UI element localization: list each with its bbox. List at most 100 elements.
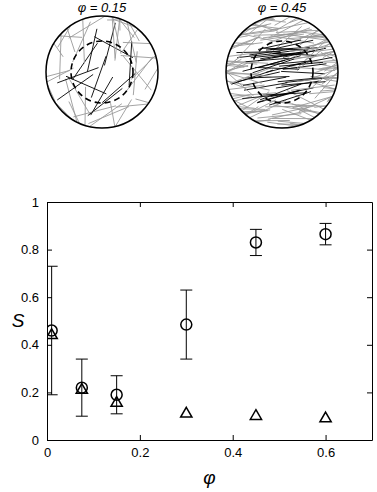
rod — [91, 56, 106, 97]
rod — [123, 42, 167, 44]
inner-region — [71, 41, 133, 103]
error-bar — [320, 223, 332, 244]
tick-mark — [367, 250, 372, 251]
rod — [241, 130, 285, 133]
rod — [221, 107, 258, 130]
tick-mark — [326, 202, 327, 207]
rod — [272, 118, 316, 119]
tick: 0.4 — [224, 435, 242, 460]
rod — [302, 38, 345, 48]
rod — [246, 127, 287, 143]
rod — [243, 60, 286, 71]
axis-line — [48, 202, 373, 203]
tick — [140, 202, 141, 207]
tick-label: 1 — [32, 195, 39, 210]
rod — [69, 15, 107, 38]
rod — [310, 82, 352, 94]
rod — [313, 59, 347, 87]
rod-panel — [27, 0, 177, 146]
tick-mark — [47, 250, 52, 251]
series — [47, 329, 331, 422]
rod — [228, 72, 272, 77]
rod — [321, 52, 359, 74]
rod — [219, 37, 260, 52]
rod — [112, 15, 115, 59]
x-axis: 00.20.40.6 — [44, 435, 373, 460]
rod — [323, 88, 367, 92]
rod — [204, 36, 247, 43]
rod — [58, 10, 81, 48]
plot-marks — [47, 223, 332, 421]
rod — [69, 102, 88, 142]
rod — [251, 53, 295, 58]
error-bar — [250, 229, 262, 255]
tick — [326, 202, 327, 207]
rod — [229, 19, 273, 20]
rod — [255, 67, 299, 69]
rod — [322, 58, 358, 84]
error-bar — [76, 359, 88, 416]
tick-mark — [367, 345, 372, 346]
rod — [236, 23, 280, 28]
tick-label: 0.4 — [224, 445, 242, 460]
tick-label: 0.6 — [21, 290, 39, 305]
point — [181, 319, 192, 330]
rod — [87, 29, 97, 72]
point — [111, 397, 122, 407]
rod — [133, 51, 137, 95]
y-axis-right — [367, 203, 373, 441]
tick — [367, 202, 372, 203]
point — [76, 382, 87, 393]
tick-mark — [367, 440, 372, 441]
rods — [27, 0, 177, 146]
tick-label: 0.6 — [317, 445, 335, 460]
tick-label: 0.8 — [21, 242, 39, 257]
tick: 1 — [32, 195, 52, 210]
rod — [113, 19, 154, 34]
rod — [215, 28, 251, 53]
error-bar — [111, 376, 123, 414]
rod — [201, 63, 245, 68]
rod — [86, 104, 122, 129]
point — [320, 229, 331, 240]
y-axis: 00.20.40.60.81 — [21, 195, 52, 448]
rod — [306, 38, 348, 51]
error-bar — [47, 266, 58, 395]
rod — [123, 56, 151, 90]
tick-mark — [233, 435, 234, 440]
rod — [235, 29, 265, 61]
tick-label: 0.2 — [21, 385, 39, 400]
tick: 0 — [32, 433, 52, 448]
rod — [324, 47, 361, 71]
rod — [73, 43, 98, 79]
rod — [213, 61, 257, 65]
tick-mark — [233, 202, 234, 207]
rod — [27, 70, 70, 81]
tick-mark — [367, 297, 372, 298]
tick: 0.6 — [21, 290, 52, 305]
rod — [210, 42, 254, 44]
tick-mark — [367, 392, 372, 393]
tick-mark — [326, 435, 327, 440]
axis-line — [48, 440, 373, 441]
point — [320, 412, 331, 422]
rod — [236, 127, 279, 134]
tick: 0.2 — [21, 385, 52, 400]
rod — [270, 123, 310, 141]
rod — [323, 57, 367, 61]
x-axis-top — [48, 202, 373, 207]
panel-label: φ = 0.15 — [78, 0, 127, 15]
point — [250, 410, 261, 420]
rod — [223, 14, 266, 25]
rod — [111, 103, 119, 146]
rod — [292, 107, 335, 115]
rod — [107, 19, 151, 20]
tick-mark — [140, 435, 141, 440]
rods — [201, 2, 369, 143]
point — [47, 329, 57, 339]
rod — [118, 109, 145, 144]
tick — [367, 392, 372, 393]
rod — [42, 89, 73, 121]
tick: 0.2 — [131, 435, 149, 460]
point — [250, 237, 261, 248]
